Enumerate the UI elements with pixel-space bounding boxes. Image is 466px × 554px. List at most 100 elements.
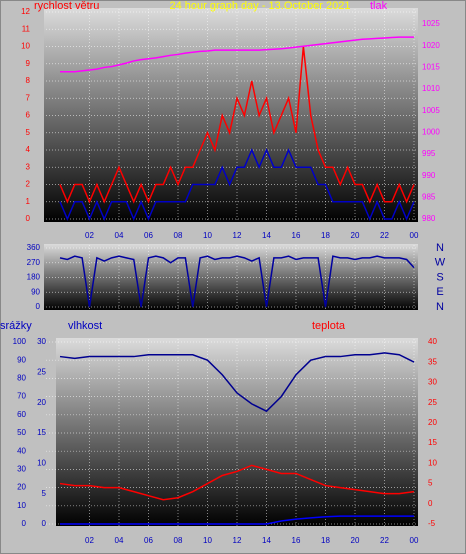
y-tick-label: 30 [17, 465, 26, 474]
y2-tick-label: N [436, 242, 444, 254]
x-tick-label: 00 [410, 231, 419, 240]
y-tick-label: 6 [26, 111, 31, 120]
y-tick-label: 11 [22, 24, 31, 33]
x-tick-label: 18 [321, 536, 330, 545]
y2-tick-label: 0 [428, 499, 433, 508]
y2-tick-label: 5 [428, 479, 433, 488]
y-tick-label: 0 [36, 302, 41, 311]
series-line [59, 464, 415, 501]
y3-tick-label: 0 [42, 519, 47, 528]
y2-tick-label: E [436, 286, 443, 298]
y2-tick-label: 1005 [422, 106, 440, 115]
x-tick-label: 12 [233, 231, 242, 240]
y-tick-label: 10 [17, 501, 26, 510]
y-tick-label: 180 [27, 273, 41, 282]
x-tick-label: 16 [292, 536, 301, 545]
x-tick-label: 14 [262, 536, 271, 545]
y-tick-label: 100 [13, 337, 27, 346]
y2-tick-label: 990 [422, 171, 436, 180]
y-tick-label: 90 [31, 287, 40, 296]
x-tick-label: 04 [115, 231, 124, 240]
y-tick-label: 4 [26, 145, 31, 154]
y3-tick-label: 5 [42, 489, 47, 498]
y3-tick-label: 20 [37, 398, 46, 407]
x-tick-label: 02 [85, 231, 94, 240]
x-tick-label: 20 [351, 536, 360, 545]
x-tick-label: 08 [174, 231, 183, 240]
y2-tick-label: 1025 [422, 19, 440, 28]
y2-tick-label: W [435, 257, 446, 269]
y2-tick-label: 1020 [422, 41, 440, 50]
x-tick-label: 10 [203, 231, 212, 240]
y-tick-label: 70 [17, 392, 26, 401]
y3-tick-label: 10 [37, 458, 46, 467]
y3-tick-label: 15 [37, 428, 46, 437]
y2-tick-label: 1000 [422, 127, 440, 136]
y-tick-label: 60 [17, 410, 26, 419]
y2-tick-label: 15 [428, 438, 437, 447]
y-axis-label: rychlost větru [34, 0, 99, 12]
y2-tick-label: 35 [428, 357, 437, 366]
series-line [59, 148, 415, 221]
x-tick-label: 20 [351, 231, 360, 240]
x-tick-label: 06 [144, 231, 153, 240]
y-tick-label: 10 [21, 42, 30, 51]
series-line [59, 255, 415, 308]
chart-title: 24 hour graph day - 13.October 2021 [169, 0, 350, 12]
y-tick-label: 20 [17, 483, 26, 492]
series-line [60, 515, 414, 525]
y-tick-label: 3 [26, 162, 31, 171]
y2-tick-label: 30 [428, 378, 437, 387]
y-tick-label: 90 [17, 355, 26, 364]
y2-tick-label: 20 [428, 418, 437, 427]
x-tick-label: 16 [292, 231, 301, 240]
x-tick-label: 08 [174, 536, 183, 545]
x-tick-label: 06 [144, 536, 153, 545]
x-tick-label: 00 [410, 536, 419, 545]
y2-tick-label: -5 [428, 519, 436, 528]
y-axis-label: srážky [0, 320, 32, 332]
y-tick-label: 40 [17, 446, 26, 455]
y2-axis-label: tlak [370, 0, 388, 12]
y2-tick-label: N [436, 301, 444, 313]
y-tick-label: 5 [26, 128, 31, 137]
y2-axis-label: teplota [312, 320, 346, 332]
x-tick-label: 10 [203, 536, 212, 545]
series-line [60, 36, 414, 73]
y-tick-label: 8 [26, 76, 31, 85]
x-tick-label: 14 [262, 231, 271, 240]
y2-tick-label: 980 [422, 214, 436, 223]
y2-tick-label: 25 [428, 398, 437, 407]
y-tick-label: 360 [27, 243, 41, 252]
y2-tick-label: S [436, 271, 443, 283]
y-tick-label: 0 [22, 519, 27, 528]
y2-tick-label: 985 [422, 192, 436, 201]
y-tick-label: 270 [27, 258, 41, 267]
panel-bg [44, 8, 418, 222]
y-tick-label: 80 [17, 374, 26, 383]
y3-tick-label: 30 [37, 337, 46, 346]
x-tick-label: 12 [233, 536, 242, 545]
y2-tick-label: 40 [428, 337, 437, 346]
series-line [59, 352, 415, 413]
y3-tick-label: 25 [37, 367, 46, 376]
y2-tick-label: 1010 [422, 84, 440, 93]
y2-tick-label: 10 [428, 458, 437, 467]
x-tick-label: 22 [380, 536, 389, 545]
y3-axis-label: vlhkost [68, 320, 102, 332]
y-tick-label: 7 [26, 93, 31, 102]
y2-tick-label: 1015 [422, 63, 440, 72]
y-tick-label: 12 [21, 7, 30, 16]
y-tick-label: 0 [26, 214, 31, 223]
y2-tick-label: 995 [422, 149, 436, 158]
y-tick-label: 2 [26, 180, 31, 189]
x-tick-label: 04 [115, 536, 124, 545]
series-line [59, 46, 415, 204]
x-tick-label: 02 [85, 536, 94, 545]
x-tick-label: 22 [380, 231, 389, 240]
y-tick-label: 1 [26, 197, 31, 206]
x-tick-label: 18 [321, 231, 330, 240]
y-tick-label: 50 [17, 428, 26, 437]
y-tick-label: 9 [26, 59, 31, 68]
